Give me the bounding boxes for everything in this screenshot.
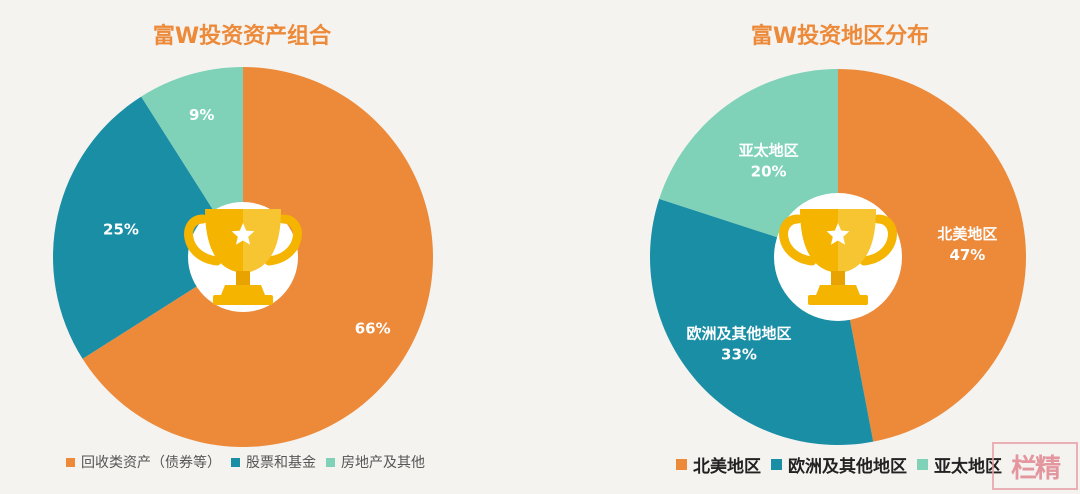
slice-name-label: 亚太地区	[739, 142, 799, 160]
trophy-icon	[779, 209, 897, 305]
slice-name-label: 欧洲及其他地区	[686, 324, 791, 342]
legend-swatch	[771, 459, 782, 470]
slice-value-label: 9%	[189, 106, 214, 124]
legend-swatch	[917, 459, 928, 470]
legend-label: 房地产及其他	[341, 455, 425, 471]
legend-swatch	[231, 457, 240, 467]
pie-slice	[659, 68, 838, 257]
legend-item: 欧洲及其他地区	[771, 452, 907, 477]
legend-item: 亚太地区	[917, 452, 1002, 477]
watermark-stamp: 栏精	[992, 442, 1078, 490]
slice-value-label: 25%	[103, 221, 139, 239]
legend-item: 北美地区	[676, 452, 761, 477]
legend-item: 房地产及其他	[326, 452, 425, 472]
legend-swatch	[326, 457, 335, 467]
legend-label: 欧洲及其他地区	[788, 457, 907, 477]
legend-portfolio: 回收类资产（债券等） 股票和基金 房地产及其他	[66, 452, 435, 472]
slice-value-label: 47%	[949, 246, 985, 264]
slice-value-label: 66%	[355, 319, 391, 337]
pie-slice	[53, 96, 243, 359]
slice-value-label: 33%	[721, 345, 757, 363]
legend-swatch	[66, 457, 75, 467]
legend-label: 股票和基金	[246, 455, 316, 471]
legend-item: 股票和基金	[231, 452, 316, 472]
legend-label: 亚太地区	[934, 457, 1002, 477]
pie-slice	[838, 69, 1027, 442]
chart-title-region: 富W投资地区分布	[750, 24, 930, 49]
legend-swatch	[676, 459, 687, 470]
chart-title-portfolio: 富W投资资产组合	[152, 24, 332, 49]
legend-item: 回收类资产（债券等）	[66, 452, 221, 472]
legend-label: 回收类资产（债券等）	[81, 455, 221, 471]
slice-value-label: 20%	[751, 163, 787, 181]
legend-label: 北美地区	[693, 457, 761, 477]
trophy-icon	[184, 209, 302, 305]
slice-name-label: 北美地区	[937, 225, 997, 243]
legend-region: 北美地区 欧洲及其他地区 亚太地区	[676, 452, 1012, 477]
